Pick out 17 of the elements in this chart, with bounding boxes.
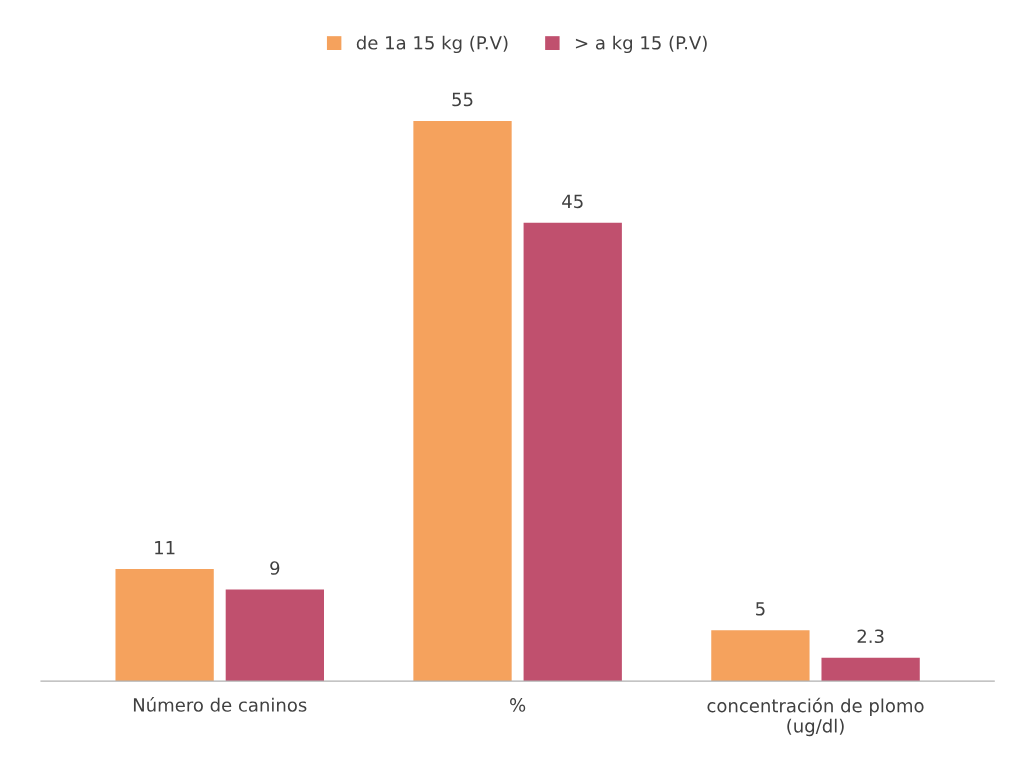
bar: [523, 222, 622, 682]
data-label: 2.3: [857, 629, 884, 644]
bar: [115, 569, 214, 682]
data-label: 5: [756, 602, 765, 616]
data-label: 45: [562, 194, 583, 209]
legend-label: > a kg 15 (P.V): [575, 35, 707, 54]
x-tick-label: %: [510, 698, 526, 712]
data-label: 11: [155, 541, 175, 555]
data-label: 55: [452, 92, 473, 107]
bar: [821, 657, 920, 682]
legend-label: de 1a 15 kg (P.V): [356, 35, 508, 54]
bar: [711, 630, 810, 682]
bar: [225, 589, 324, 682]
bar: [413, 120, 512, 682]
x-tick-label: Número de caninos: [133, 697, 307, 712]
data-label: 9: [270, 561, 280, 575]
x-tick-label: concentración de plomo (ug/dl): [707, 697, 924, 737]
